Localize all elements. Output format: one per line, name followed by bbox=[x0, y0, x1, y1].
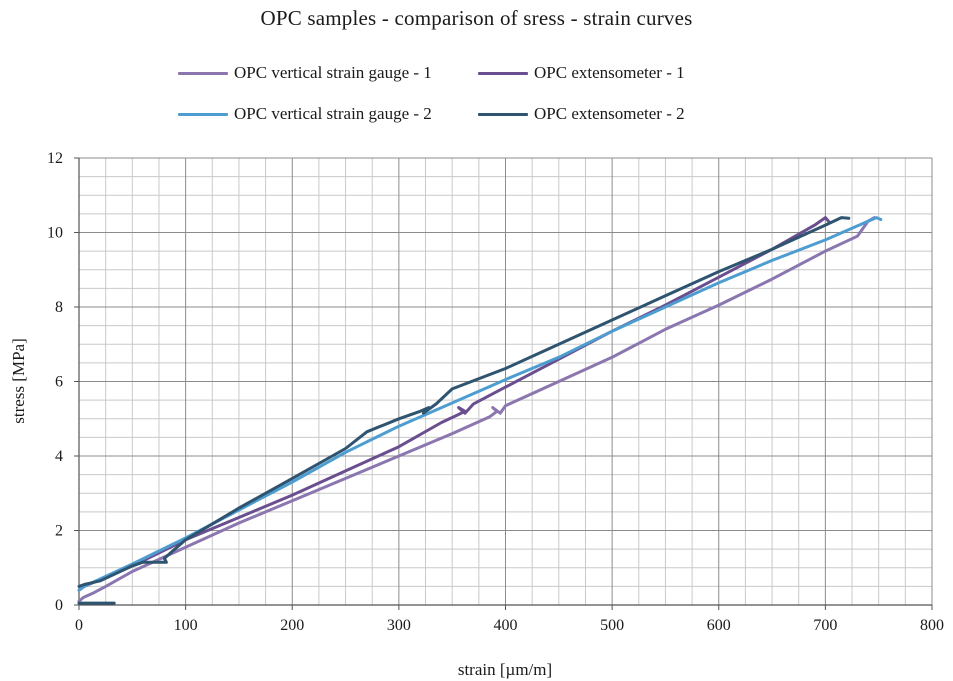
series-line-1 bbox=[77, 216, 831, 592]
series-line-0 bbox=[77, 216, 876, 603]
x-tick-label: 100 bbox=[174, 617, 198, 634]
x-tick-label: 300 bbox=[387, 617, 411, 634]
x-tick-label: 700 bbox=[813, 617, 837, 634]
series-line-2 bbox=[77, 216, 883, 592]
legend-swatch-ext2 bbox=[478, 112, 528, 116]
legend-item-vsg2: OPC vertical strain gauge - 2 bbox=[178, 103, 432, 125]
legend-item-ext1: OPC extensometer - 1 bbox=[478, 62, 685, 84]
legend-swatch-vsg1 bbox=[178, 71, 228, 75]
axes bbox=[74, 157, 933, 610]
legend-swatch-ext1 bbox=[478, 71, 528, 75]
y-tick-label: 0 bbox=[55, 597, 63, 614]
legend-swatch-vsg2 bbox=[178, 112, 228, 116]
series-layer bbox=[77, 216, 883, 605]
x-tick-label: 400 bbox=[494, 617, 518, 634]
chart-title: OPC samples - comparison of sress - stra… bbox=[260, 6, 693, 30]
y-axis-title: stress [MPa] bbox=[9, 338, 28, 423]
legend-label-ext1: OPC extensometer - 1 bbox=[534, 63, 685, 82]
y-tick-label: 2 bbox=[55, 523, 63, 540]
x-tick-label: 0 bbox=[75, 617, 83, 634]
legend-label-vsg1: OPC vertical strain gauge - 1 bbox=[234, 63, 432, 82]
x-tick-label: 200 bbox=[280, 617, 304, 634]
y-tick-label: 4 bbox=[55, 448, 63, 465]
x-tick-label: 600 bbox=[707, 617, 731, 634]
x-tick-label: 500 bbox=[600, 617, 624, 634]
y-tick-label: 8 bbox=[55, 299, 63, 316]
y-tick-label: 10 bbox=[47, 225, 63, 242]
legend-item-vsg1: OPC vertical strain gauge - 1 bbox=[178, 62, 432, 84]
x-axis-title: strain [µm/m] bbox=[458, 660, 552, 679]
series-line-3 bbox=[77, 216, 851, 588]
legend-label-ext2: OPC extensometer - 2 bbox=[534, 104, 685, 123]
tick-labels: 0 100 200 300 400 500 600 700 800 0 2 4 6 8 10 12 bbox=[47, 150, 944, 634]
y-tick-label: 6 bbox=[55, 374, 63, 391]
y-tick-label: 12 bbox=[47, 150, 63, 167]
x-tick-label: 800 bbox=[920, 617, 944, 634]
legend-label-vsg2: OPC vertical strain gauge - 2 bbox=[234, 104, 432, 123]
legend-item-ext2: OPC extensometer - 2 bbox=[478, 103, 685, 125]
